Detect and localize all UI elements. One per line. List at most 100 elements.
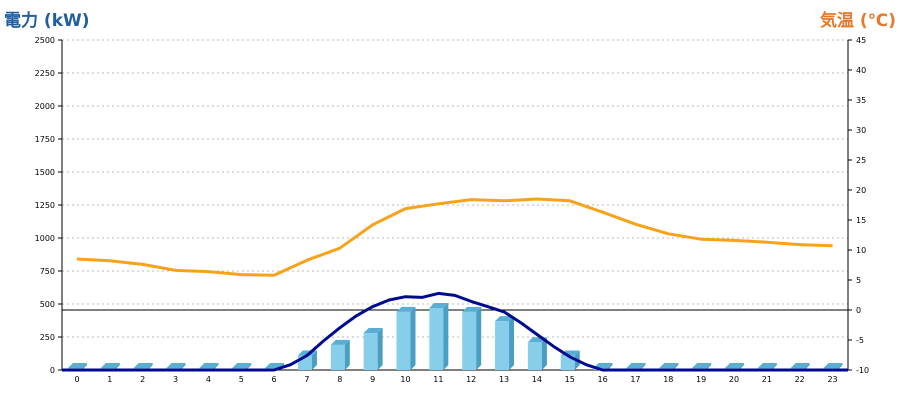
x-tick-label: 22 <box>795 375 805 384</box>
x-tick-label: 0 <box>74 375 79 384</box>
power-bar-side <box>410 306 416 370</box>
left-tick-label: 500 <box>40 300 55 309</box>
power-bar-top <box>199 363 219 368</box>
x-tick-label: 3 <box>173 375 178 384</box>
power-bar-side <box>739 363 744 370</box>
x-tick-label: 17 <box>630 375 640 384</box>
power-bar-top <box>68 363 87 368</box>
power-bar-side <box>509 316 515 370</box>
power-bar-side <box>180 363 186 370</box>
left-tick-label: 2250 <box>35 69 55 78</box>
right-axis-title: 気温 (℃) <box>819 11 896 31</box>
power-bar-side <box>476 306 482 370</box>
right-tick-label: 40 <box>856 66 866 75</box>
left-tick-label: 1250 <box>35 201 55 210</box>
power-bar-top <box>396 306 416 312</box>
left-tick-label: 250 <box>40 333 55 342</box>
left-tick-label: 2000 <box>35 102 55 111</box>
power-bar-top <box>429 302 449 308</box>
x-tick-label: 20 <box>729 375 739 384</box>
power-bar-side <box>377 328 383 370</box>
power-bar-side <box>607 363 613 370</box>
x-tick-label: 9 <box>370 375 375 384</box>
right-tick-label: 45 <box>856 36 866 45</box>
power-bar-side <box>804 363 810 370</box>
power-bar-top <box>495 316 515 322</box>
power-bar-side <box>771 363 777 370</box>
power-bar-top <box>757 363 777 368</box>
x-tick-label: 19 <box>696 375 706 384</box>
x-tick-label: 4 <box>206 375 211 384</box>
x-tick-label: 21 <box>762 375 772 384</box>
power-bar-top <box>166 363 186 368</box>
power-bar-side <box>114 363 120 370</box>
right-tick-label: 25 <box>856 156 866 165</box>
left-tick-label: 1750 <box>35 135 55 144</box>
power-bar-side <box>640 363 646 370</box>
x-tick-label: 16 <box>598 375 608 384</box>
power-bar-top <box>790 363 810 368</box>
power-bar <box>330 344 345 370</box>
power-bar-side <box>673 363 679 370</box>
right-tick-label: 20 <box>856 186 866 195</box>
x-tick-label: 2 <box>140 375 145 384</box>
right-tick-label: 10 <box>856 246 866 255</box>
left-tick-label: 1500 <box>35 168 55 177</box>
x-tick-label: 7 <box>304 375 309 384</box>
x-tick-label: 1 <box>107 375 112 384</box>
power-bar <box>396 311 411 370</box>
x-tick-label: 11 <box>433 375 443 384</box>
power-bar-top <box>692 363 712 368</box>
right-tick-label: 15 <box>856 216 866 225</box>
left-tick-label: 750 <box>40 267 55 276</box>
right-tick-label: 0 <box>856 306 861 315</box>
power-bar-top <box>133 363 153 368</box>
power-bar-side <box>344 339 350 370</box>
power-bar-top <box>659 363 679 368</box>
power-bar-side <box>147 363 153 370</box>
x-tick-label: 10 <box>400 375 410 384</box>
power-bar-side <box>213 363 219 370</box>
x-tick-label: 14 <box>532 375 542 384</box>
power-bar-top <box>100 363 120 368</box>
power-bar-side <box>82 363 87 370</box>
x-tick-label: 13 <box>499 375 509 384</box>
power-bar-top <box>330 339 350 345</box>
right-tick-label: -10 <box>856 366 869 375</box>
power-line <box>77 291 833 372</box>
power-bar-side <box>541 337 547 370</box>
power-bar-top <box>363 328 383 334</box>
power-bar-side <box>246 363 252 370</box>
power-bar <box>462 311 477 370</box>
power-bar <box>429 307 444 370</box>
power-bar-top <box>725 363 744 368</box>
power-bar-top <box>626 363 646 368</box>
right-tick-label: -5 <box>856 336 864 345</box>
power-bar-side <box>837 363 843 370</box>
x-tick-label: 18 <box>663 375 673 384</box>
left-tick-label: 1000 <box>35 234 55 243</box>
x-tick-label: 23 <box>827 375 837 384</box>
power-bar-top <box>232 363 252 368</box>
x-tick-label: 6 <box>272 375 277 384</box>
power-bar <box>527 342 542 370</box>
left-tick-label: 2500 <box>35 36 55 45</box>
right-tick-label: 30 <box>856 126 866 135</box>
power-bar-top <box>823 363 843 368</box>
x-tick-label: 12 <box>466 375 476 384</box>
temperature-line <box>76 197 833 277</box>
power-bar <box>363 333 378 370</box>
power-bar-top <box>462 306 482 312</box>
power-bar <box>495 321 510 370</box>
x-tick-label: 8 <box>337 375 342 384</box>
left-tick-label: 0 <box>50 366 55 375</box>
power-bar-side <box>311 350 317 370</box>
power-bar-side <box>706 363 712 370</box>
right-tick-label: 5 <box>856 276 861 285</box>
x-tick-label: 15 <box>565 375 575 384</box>
left-axis-title: 電力 (kW) <box>4 11 90 31</box>
power-bar-side <box>443 302 449 370</box>
x-tick-label: 5 <box>239 375 244 384</box>
